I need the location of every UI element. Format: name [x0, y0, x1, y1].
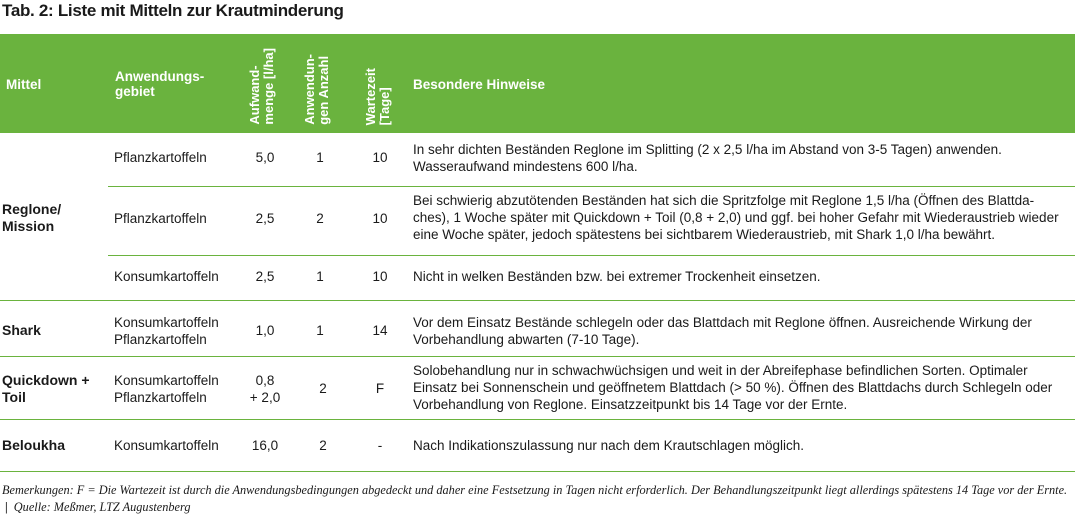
row-divider	[0, 300, 1075, 301]
cell-wartezeit: 14	[372, 323, 388, 338]
cell-gebiet: Konsumkartoffeln	[114, 269, 219, 284]
cell-menge: 2,5	[255, 269, 275, 284]
table-header: Mittel Anwendungs- gebiet Aufwand-menge …	[0, 34, 1075, 133]
cell-hinweis: Bei schwierig abzutötenden Beständen hat…	[413, 193, 1059, 242]
cell-anzahl: 1	[316, 150, 324, 165]
mittel-reglone-mission: Reglone/ Mission	[2, 201, 62, 234]
table-remark: Bemerkungen: F = Die Wartezeit ist durch…	[2, 483, 1068, 514]
header-aufwandmenge: Aufwand-menge [l/ha]	[247, 48, 276, 125]
header-mittel: Mittel	[6, 77, 42, 92]
cell-wartezeit: 10	[372, 150, 388, 165]
cell-hinweis: Nicht in welken Beständen bzw. bei extre…	[413, 269, 821, 284]
cell-gebiet: Konsumkartoffeln	[114, 438, 219, 453]
mittel-shark: Shark	[2, 322, 41, 338]
cell-anzahl: 1	[316, 323, 324, 338]
row-divider	[108, 186, 1075, 187]
table-row: Konsumkartoffeln 16,0 2 - Nach Indikatio…	[0, 421, 1075, 469]
cell-hinweis: Solobehandlung nur in schwachwüchsigen u…	[413, 363, 1053, 412]
cell-wartezeit: 10	[372, 269, 388, 284]
cell-gebiet: Pflanzkartoffeln	[114, 211, 207, 226]
source-separator: |	[5, 500, 8, 514]
row-divider	[0, 356, 1075, 357]
cell-menge: 0,8 + 2,0	[249, 373, 281, 405]
mittel-quickdown-toil: Quickdown + Toil	[2, 372, 90, 405]
cell-gebiet: Konsumkartoffeln Pflanzkartoffeln	[114, 373, 219, 405]
cell-anzahl: 2	[319, 381, 327, 396]
row-divider	[0, 419, 1075, 420]
header-hinweise: Besondere Hinweise	[413, 77, 546, 92]
cell-wartezeit: -	[377, 438, 383, 453]
cell-hinweis: In sehr dichten Beständen Reglone im Spl…	[413, 142, 1002, 174]
row-divider	[108, 255, 1075, 256]
cell-wartezeit: F	[375, 381, 385, 396]
table-row: Konsumkartoffeln Pflanzkartoffeln 0,8 + …	[0, 358, 1075, 416]
cell-anzahl: 1	[316, 269, 324, 284]
table-row: Pflanzkartoffeln 5,0 1 10 In sehr dichte…	[0, 136, 1075, 178]
header-wartezeit: Wartezeit [Tage]	[363, 67, 392, 125]
table-row: Konsumkartoffeln Pflanzkartoffeln 1,0 1 …	[0, 302, 1075, 356]
cell-menge: 5,0	[255, 150, 275, 165]
table-title: Tab. 2: Liste mit Mitteln zur Krautminde…	[2, 1, 344, 20]
cell-hinweis: Vor dem Einsatz Bestände schlegeln oder …	[413, 315, 1032, 347]
source-credit: Quelle: Meßmer, LTZ Augustenberg	[13, 500, 191, 514]
cell-hinweis: Nach Indikationszulassung nur nach dem K…	[413, 438, 804, 453]
cell-menge: 1,0	[255, 323, 275, 338]
cell-gebiet: Konsumkartoffeln Pflanzkartoffeln	[114, 315, 219, 347]
header-gebiet: Anwendungs- gebiet	[115, 69, 205, 99]
cell-gebiet: Pflanzkartoffeln	[114, 150, 207, 165]
table-row: Pflanzkartoffeln 2,5 2 10 Bei schwierig …	[0, 188, 1075, 248]
cell-menge: 2,5	[255, 211, 275, 226]
cell-anzahl: 2	[319, 438, 327, 453]
cell-anzahl: 2	[316, 211, 324, 226]
cell-wartezeit: 10	[372, 211, 388, 226]
header-anwendungen-anzahl: Anwendun-gen Anzahl	[302, 54, 331, 125]
mittel-beloukha: Beloukha	[2, 437, 66, 453]
row-divider	[0, 471, 1075, 472]
cell-menge: 16,0	[251, 438, 279, 453]
table-row: Konsumkartoffeln 2,5 1 10 Nicht in welke…	[0, 257, 1075, 297]
